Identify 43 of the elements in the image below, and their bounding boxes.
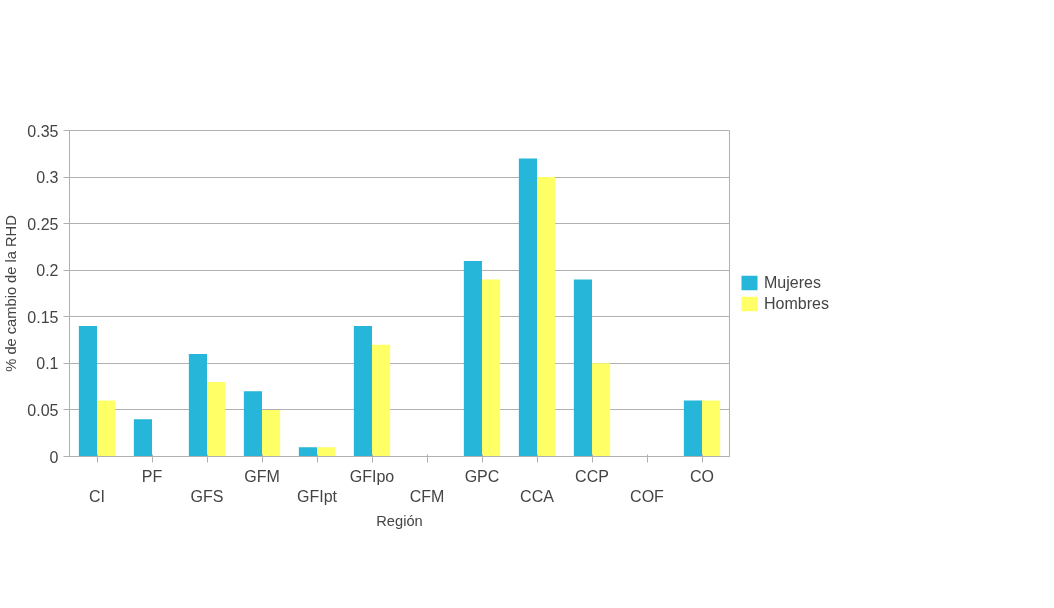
y-tick-label: 0.05 (27, 401, 59, 419)
y-tick-label: 0.1 (36, 355, 59, 373)
x-tick-label: COF (630, 487, 665, 505)
bar (702, 400, 721, 457)
bar (207, 381, 226, 457)
x-tick-label: GFS (190, 487, 224, 505)
bar (243, 391, 262, 457)
x-tick-label: CI (89, 487, 105, 505)
bar (298, 447, 317, 457)
y-axis-title: % de cambio de la RHD (3, 215, 20, 372)
y-tick-label: 0 (49, 448, 59, 466)
x-tick-label: GFIpo (349, 467, 395, 485)
bar (353, 326, 372, 457)
bar (97, 400, 116, 457)
bar (317, 447, 336, 457)
bar (482, 279, 501, 457)
bar (262, 409, 281, 457)
y-tick-label: 0.15 (27, 308, 59, 326)
x-axis-title: Región (376, 512, 423, 529)
y-tick-label: 0.35 (27, 122, 59, 140)
x-tick-label: GFIpt (297, 487, 338, 505)
x-tick-label: GPC (464, 467, 500, 485)
bar (683, 400, 702, 457)
bar (573, 279, 592, 457)
legend-label: Hombres (764, 294, 829, 313)
bar (188, 354, 207, 457)
legend-label: Mujeres (764, 273, 821, 292)
bar (518, 158, 537, 457)
bar (537, 177, 556, 457)
y-tick-label: 0.3 (36, 169, 59, 187)
x-tick-label: CO (690, 467, 714, 485)
x-tick-label: CCP (575, 467, 609, 485)
x-tick-label: GFM (244, 467, 280, 485)
bar (463, 260, 482, 457)
bar (133, 419, 152, 457)
bar (592, 363, 611, 457)
bar (78, 326, 97, 457)
bar (372, 344, 391, 457)
x-tick-label: CFM (409, 487, 445, 505)
x-tick-label: PF (141, 467, 163, 485)
x-tick-label: CCA (520, 487, 555, 505)
y-tick-label: 0.25 (27, 215, 59, 233)
y-tick-label: 0.2 (36, 262, 59, 280)
